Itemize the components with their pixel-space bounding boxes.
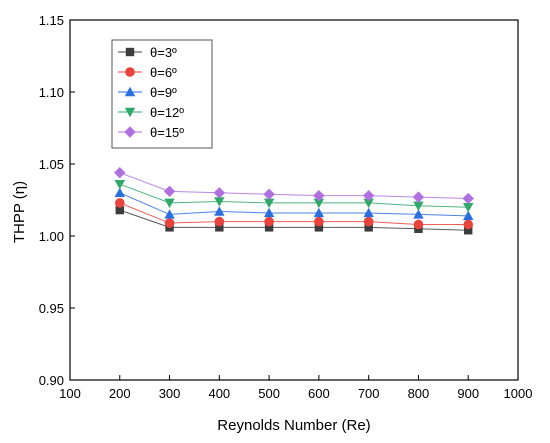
legend-label: θ=6º [150,65,177,80]
legend-entry: θ=15º [118,125,184,140]
series-line [119,202,469,225]
data-point [462,192,474,205]
x-tick-label: 500 [258,386,280,401]
x-axis-label: Reynolds Number (Re) [217,417,370,434]
y-tick-label: 1.05 [39,157,64,172]
legend-entry: θ=12º [118,105,184,120]
data-point [363,207,374,218]
data-point [413,209,424,219]
legend-marker [124,86,136,97]
data-point [164,218,175,228]
x-tick-label: 1000 [504,386,533,401]
x-tick-label: 900 [457,386,479,401]
data-point [313,207,325,218]
series-line [119,183,469,208]
legend-marker [124,107,136,118]
data-point [263,207,275,218]
legend: θ=3º θ=6º θ=9º θ=12º θ=15º [111,39,213,149]
data-point [214,216,225,227]
legend-label: θ=15º [150,125,184,140]
data-point [413,219,424,230]
legend-label: θ=12º [150,105,184,120]
legend-entry: θ=3º [118,45,177,60]
data-point [114,179,125,190]
data-point [114,198,125,208]
data-point [362,189,375,202]
legend-marker [125,47,135,57]
data-point [264,223,274,232]
axes: 100 200 300 400 500 600 700 800 900 1000 0.90 0.95 1… [39,13,533,401]
y-tick-label: 1.00 [39,229,64,244]
data-point [114,187,125,197]
data-point [114,166,126,179]
series-4 [114,179,474,213]
x-tick-label: 700 [358,386,380,401]
series-line [119,209,469,231]
y-axis-label: THPP (η) [11,181,28,243]
data-point [464,226,473,235]
series-layer [114,166,474,235]
data-point [314,216,324,227]
series-2 [114,198,474,230]
data-point [363,216,374,227]
data-point [263,188,275,200]
data-point [412,191,425,203]
data-point [364,223,373,232]
data-point [263,198,275,209]
y-tick-label: 1.15 [39,13,64,28]
series-line [119,192,469,217]
x-tick-label: 400 [208,386,230,401]
legend-marker [125,67,135,77]
legend-label: θ=3º [150,45,177,60]
data-point [463,203,474,213]
data-point [214,197,225,207]
x-tick-label: 800 [408,386,430,401]
data-point [463,210,474,221]
data-point [413,201,424,211]
legend-entry: θ=9º [118,85,177,100]
x-tick-label: 100 [59,386,81,401]
data-point [214,206,225,216]
data-point [163,185,176,198]
x-tick-label: 600 [308,386,330,401]
plot-frame [69,19,519,381]
series-5 [114,166,474,205]
data-point [164,209,175,219]
y-tick-label: 1.10 [39,85,64,100]
series-3 [114,187,474,221]
y-tick-label: 0.95 [39,301,64,316]
data-point [215,223,224,232]
data-point [164,198,175,209]
data-point [313,198,325,209]
y-tick-label: 0.90 [39,373,64,388]
x-tick-label: 300 [159,386,181,401]
data-point [363,198,374,209]
legend-label: θ=9º [150,85,177,100]
data-point [213,187,226,199]
legend-marker [124,126,136,138]
x-tick-label: 200 [109,386,131,401]
data-point [264,216,274,227]
data-point [463,219,474,230]
data-point [314,223,324,232]
legend-entry: θ=6º [118,65,177,80]
series-line [119,172,469,200]
data-point [313,189,325,202]
data-point [115,205,124,215]
